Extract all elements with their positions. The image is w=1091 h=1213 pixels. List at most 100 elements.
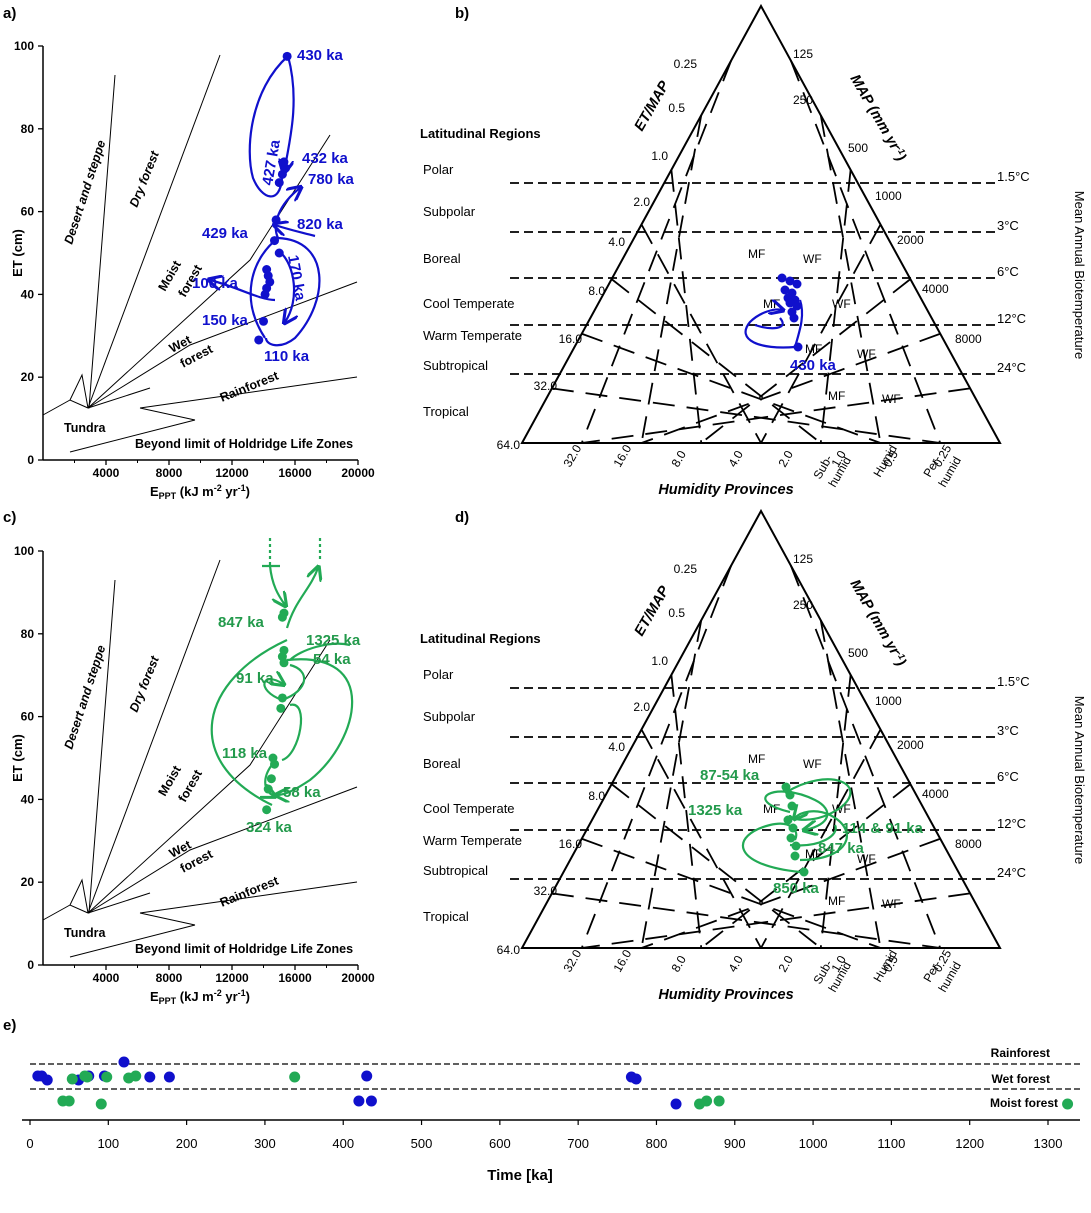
x-axis-label: EPPT (kJ m-2 yr-1) — [150, 988, 250, 1006]
data-point — [274, 178, 284, 188]
x-axis-label-part: ) — [246, 484, 250, 499]
data-point — [130, 1070, 142, 1082]
left-tick-label: 1.0 — [651, 654, 668, 668]
x-axis-label-part: -1 — [238, 988, 246, 998]
y-tick-label: 0 — [27, 453, 34, 467]
time-label: 1325 ka — [306, 632, 361, 649]
zone-label-beyond: Beyond limit of Holdridge Life Zones — [135, 437, 353, 451]
x-axis-label-part: -2 — [214, 483, 222, 493]
right-tick-label: 8000 — [955, 332, 982, 346]
zone-label-rainforest: Rainforest — [218, 873, 281, 909]
panel-label-c: c) — [3, 509, 16, 526]
x-tick-label: 1200 — [955, 1136, 984, 1151]
y-axis-label: ET (cm) — [10, 229, 25, 277]
x-tick-label: 4000 — [93, 971, 120, 985]
x-tick-label: 200 — [176, 1136, 198, 1151]
left-tick-label: 64.0 — [497, 943, 521, 957]
grid-dashed-line — [640, 729, 762, 949]
holdridge-triangle-d: 1.5°C 3°C 6°C 12°C 24°C Latitudinal Regions Po… — [420, 508, 1087, 1003]
panel-b-data: 430 ka — [744, 273, 837, 374]
region-label: Tropical — [423, 404, 469, 419]
time-label: 91 ka — [236, 670, 274, 687]
data-point — [781, 782, 791, 792]
temperature-label: 1.5°C — [997, 674, 1030, 689]
data-point — [783, 815, 793, 825]
x-axis-label-part: PPT — [159, 996, 177, 1006]
right-tick-label: 8000 — [955, 837, 982, 851]
x-tick-label: 700 — [567, 1136, 589, 1151]
temperature-label: 3°C — [997, 723, 1019, 738]
data-point — [713, 1095, 725, 1107]
right-tick-label: 250 — [793, 93, 813, 107]
right-tick-label: 1000 — [875, 189, 902, 203]
life-zone-label: MF — [763, 802, 780, 816]
zone-label-rainforest: Rainforest — [218, 368, 281, 404]
grid-dashed-line — [640, 224, 762, 444]
y-tick-label: 80 — [21, 627, 35, 641]
data-point — [277, 693, 287, 703]
grid-dashed-line — [700, 783, 911, 949]
region-label: Cool Temperate — [423, 801, 515, 816]
bottom-tick-label: 4.0 — [725, 448, 746, 470]
grid-dashed-line — [641, 837, 941, 949]
timeline-plot-e: Rainforest Wet forest Moist forest 0 100 200 3… — [22, 1046, 1080, 1184]
time-label: 54 ka — [313, 651, 351, 668]
left-tick-label: 16.0 — [559, 837, 583, 851]
zone-boundary-line — [42, 904, 89, 921]
data-point — [274, 248, 284, 258]
y-tick-label: 60 — [21, 205, 35, 219]
etmap-axis-label: ET/MAP — [632, 583, 673, 639]
band-label-moist: Moist forest — [990, 1096, 1058, 1110]
y-tick-label: 100 — [14, 544, 34, 558]
data-point — [282, 51, 292, 61]
data-point — [263, 784, 273, 794]
life-zone-label: MF — [828, 894, 845, 908]
data-point — [1062, 1098, 1074, 1110]
data-point — [63, 1095, 75, 1107]
bottom-tick-label: 4.0 — [725, 953, 746, 975]
left-tick-label: 0.5 — [668, 101, 685, 115]
trajectory-curve — [248, 55, 289, 198]
life-zone-label: MF — [748, 752, 765, 766]
left-tick-label: 8.0 — [588, 284, 605, 298]
zone-boundary-line — [87, 387, 151, 409]
trajectory-curve — [754, 317, 784, 330]
data-point — [262, 805, 272, 815]
panel-label-d: d) — [455, 509, 469, 526]
trajectory-curve — [277, 658, 354, 795]
data-point — [118, 1056, 130, 1068]
x-axis-label-part: (kJ m — [176, 989, 214, 1004]
x-axis-label-part: -2 — [214, 988, 222, 998]
temperature-label: 6°C — [997, 264, 1019, 279]
zone-boundary-line — [69, 878, 89, 914]
grid-dashed-line — [700, 278, 911, 444]
zone-boundary-line — [87, 892, 151, 914]
region-label: Warm Temperate — [423, 328, 522, 343]
grid-dashed-line — [551, 892, 941, 949]
grid-dashed-line — [581, 892, 971, 949]
life-zone-label: WF — [803, 252, 822, 266]
data-point — [785, 298, 795, 308]
x-axis-label-part: E — [150, 989, 159, 1004]
trajectory-curve — [210, 639, 288, 806]
region-label: Subtropical — [423, 358, 488, 373]
y-tick-label: 100 — [14, 39, 34, 53]
life-zone-label: WF — [882, 392, 901, 406]
left-tick-label: 0.5 — [668, 606, 685, 620]
zone-boundary-line — [87, 559, 221, 914]
region-label: Boreal — [423, 756, 461, 771]
data-point — [289, 1071, 301, 1083]
x-tick-label: 600 — [489, 1136, 511, 1151]
temperature-label: 24°C — [997, 865, 1026, 880]
x-axis-label-part: (kJ m — [176, 484, 214, 499]
data-point — [361, 1070, 373, 1082]
x-tick-label: 8000 — [156, 466, 183, 480]
data-point — [270, 759, 280, 769]
right-tick-label: 500 — [848, 646, 868, 660]
humidity-axis-label: Humidity Provinces — [658, 482, 793, 498]
data-point — [701, 1095, 713, 1107]
trajectory-curve — [263, 679, 283, 702]
x-tick-label: 400 — [332, 1136, 354, 1151]
right-tick-label: 2000 — [897, 738, 924, 752]
